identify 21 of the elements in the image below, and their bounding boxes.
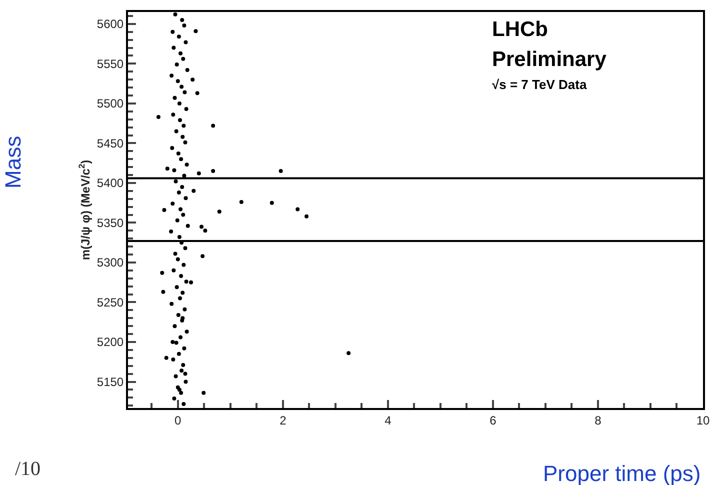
y-tick-label: 5550 xyxy=(96,56,124,71)
y-tick-label: 5450 xyxy=(96,136,124,150)
y-tick-label: 5250 xyxy=(96,295,124,310)
x-tick-label: 6 xyxy=(490,413,497,428)
x-tick-label: 2 xyxy=(280,413,287,428)
y-tick-label: 5500 xyxy=(96,96,124,111)
x-tick-label: 10 xyxy=(696,413,710,428)
y-tick-label: 5400 xyxy=(96,176,124,190)
y-tick-label: 5150 xyxy=(96,374,124,389)
annotation: Preliminary xyxy=(492,48,607,71)
y-tick-label: 5200 xyxy=(96,335,124,350)
text: Mass xyxy=(0,136,26,188)
text: /10 xyxy=(15,458,41,480)
annotation: LHCb xyxy=(492,18,548,41)
x-tick-label: 4 xyxy=(384,413,392,428)
y-tick-label: 5300 xyxy=(96,256,124,270)
annotation: √s = 7 TeV Data xyxy=(492,77,588,92)
x-tick-label: 0 xyxy=(174,413,182,428)
y-tick-label: 5600 xyxy=(96,17,124,32)
y-tick-label: 5350 xyxy=(96,216,124,230)
x-tick-label: 8 xyxy=(594,413,602,428)
